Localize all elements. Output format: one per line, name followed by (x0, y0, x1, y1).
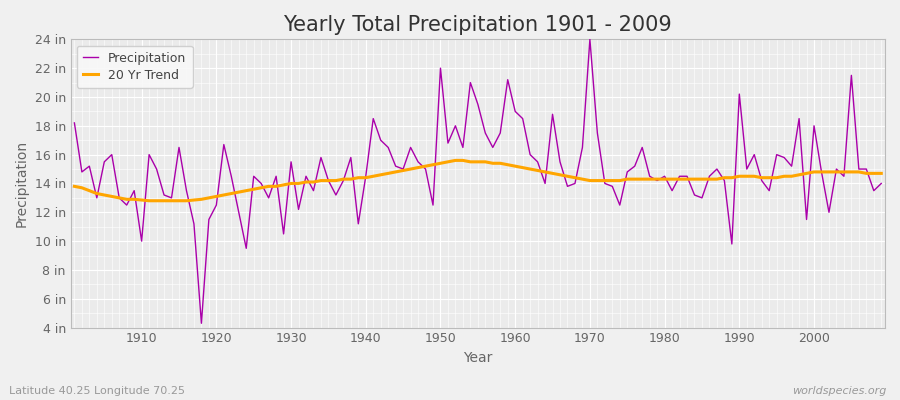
Precipitation (518, 116, 528, 121)
20 Yr Trend (518, 165, 528, 170)
20 Yr Trend (525, 167, 535, 172)
Text: Latitude 40.25 Longitude 70.25: Latitude 40.25 Longitude 70.25 (9, 386, 185, 396)
20 Yr Trend (129, 197, 140, 202)
20 Yr Trend (346, 177, 356, 182)
Line: Precipitation: Precipitation (75, 39, 881, 323)
20 Yr Trend (69, 184, 80, 189)
20 Yr Trend (301, 180, 311, 184)
X-axis label: Year: Year (464, 351, 492, 365)
Title: Yearly Total Precipitation 1901 - 2009: Yearly Total Precipitation 1901 - 2009 (284, 15, 672, 35)
Precipitation (129, 188, 140, 193)
Precipitation (509, 109, 520, 114)
Precipitation (69, 120, 80, 125)
20 Yr Trend (144, 198, 155, 203)
Text: worldspecies.org: worldspecies.org (792, 386, 886, 396)
20 Yr Trend (615, 178, 626, 183)
Precipitation (301, 174, 311, 179)
20 Yr Trend (876, 171, 886, 176)
20 Yr Trend (450, 158, 461, 163)
Precipitation (584, 37, 595, 42)
Precipitation (346, 155, 356, 160)
Line: 20 Yr Trend: 20 Yr Trend (75, 160, 881, 201)
Precipitation (196, 321, 207, 326)
Legend: Precipitation, 20 Yr Trend: Precipitation, 20 Yr Trend (76, 46, 193, 88)
Y-axis label: Precipitation: Precipitation (15, 140, 29, 227)
Precipitation (615, 203, 626, 208)
Precipitation (876, 181, 886, 186)
